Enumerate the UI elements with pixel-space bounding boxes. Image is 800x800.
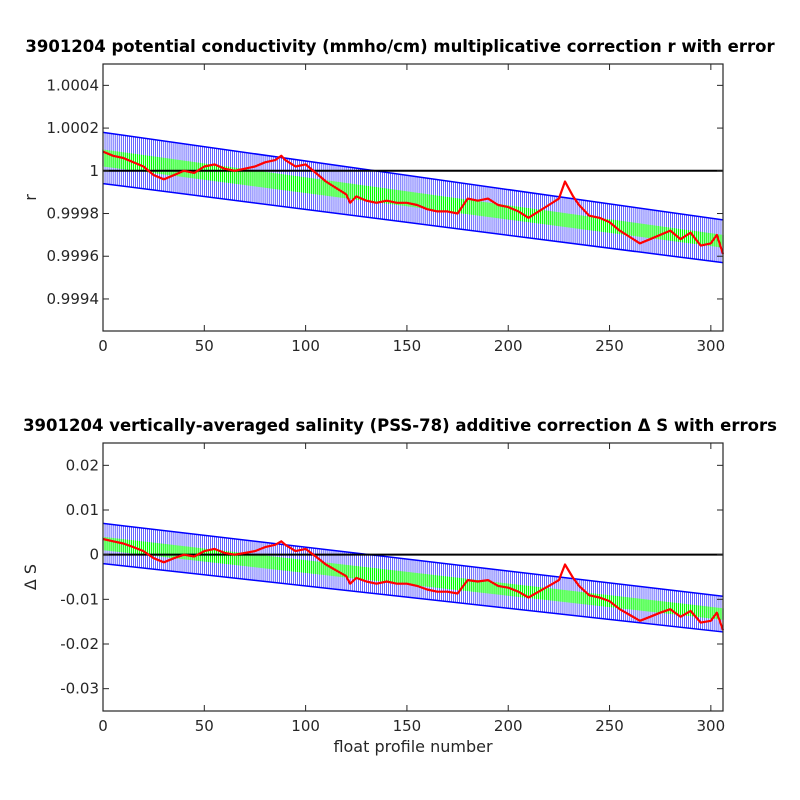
y-tick-label: 0.9996: [47, 247, 100, 265]
y-axis-label: r: [21, 194, 40, 201]
y-tick-label: 0.9994: [47, 290, 100, 308]
y-tick-label: -0.03: [60, 680, 99, 698]
y-tick-label: 1.0004: [47, 76, 100, 94]
x-tick-label: 100: [291, 717, 320, 735]
blue-band-lower: [102, 182, 724, 264]
x-tick-label: 150: [393, 337, 422, 355]
blue-band-upper: [102, 131, 724, 221]
plot-salinity-correction: 0 50 100 150 200 250 300 -0.03 -0.02 -0.01 0 0.01 0.…: [21, 416, 777, 756]
chart-title: 3901204 vertically-averaged salinity (PS…: [23, 416, 777, 435]
green-error-bars: [102, 149, 724, 248]
x-tick-label: 50: [195, 337, 214, 355]
series-line: [102, 537, 725, 631]
blue-band-upper: [102, 522, 724, 597]
clip-mask-bottom: [63, 711, 763, 719]
x-tick-label: 300: [697, 717, 726, 735]
clip-mask-top: [63, 53, 763, 64]
x-tick-label: 100: [291, 337, 320, 355]
y-tick-label: 0.01: [66, 501, 99, 519]
x-tick-label: 50: [195, 717, 214, 735]
plot-conductivity-correction: 0 50 100 150 200 250 300 0.9994 0.9996 0.9998 1 1.0…: [21, 37, 775, 355]
clip-mask-bottom: [63, 331, 763, 339]
x-axis-label: float profile number: [333, 737, 493, 756]
x-tick-label: 300: [697, 337, 726, 355]
y-tick-label: -0.01: [60, 590, 99, 608]
blue-band-lower: [102, 562, 724, 633]
x-tick-label: 150: [393, 717, 422, 735]
axes-frame: [102, 442, 724, 712]
y-tick-label: 0.9998: [47, 205, 100, 223]
x-tick-label: 250: [595, 337, 624, 355]
x-tick-label: 200: [494, 717, 523, 735]
axes-frame: [102, 63, 724, 332]
clip-mask-top: [63, 432, 763, 443]
x-tick-label: 0: [98, 717, 108, 735]
chart-title: 3901204 potential conductivity (mmho/cm)…: [25, 37, 775, 56]
y-tick-label: 0: [89, 546, 99, 564]
y-tick-label: 1.0002: [47, 119, 100, 137]
y-tick-label: 0.02: [66, 456, 99, 474]
x-tick-label: 250: [595, 717, 624, 735]
x-tick-label: 0: [98, 337, 108, 355]
y-tick-label: -0.02: [60, 635, 99, 653]
series-line: [102, 150, 725, 255]
y-tick-label: 1: [89, 162, 99, 180]
x-tick-label: 200: [494, 337, 523, 355]
y-axis-label: Δ S: [21, 564, 40, 590]
